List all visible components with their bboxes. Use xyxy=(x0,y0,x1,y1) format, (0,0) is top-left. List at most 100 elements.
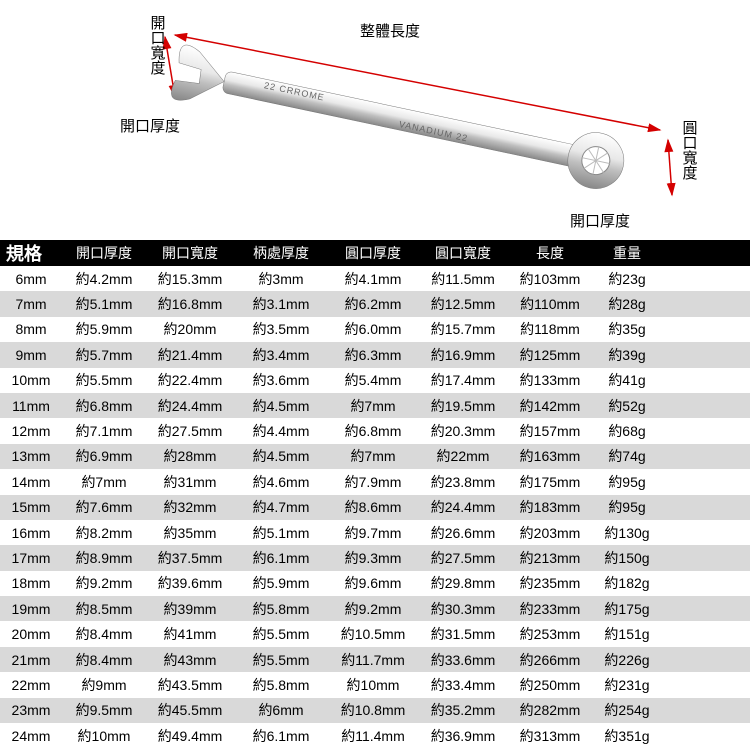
cell-c5: 約19.5mm xyxy=(418,396,508,416)
cell-spec: 17mm xyxy=(0,550,62,566)
cell-c5: 約15.7mm xyxy=(418,319,508,339)
cell-c2: 約21.4mm xyxy=(146,345,234,365)
cell-spec: 6mm xyxy=(0,271,62,287)
cell-c3: 約4.5mm xyxy=(234,396,328,416)
cell-c7: 約254g xyxy=(592,700,662,720)
wrench-diagram: 22 CRROME VANADIUM 22 整體長度 開口寬度 開口厚度 圓口寬… xyxy=(0,0,750,240)
cell-c7: 約150g xyxy=(592,548,662,568)
cell-spec: 22mm xyxy=(0,677,62,693)
cell-c4: 約5.4mm xyxy=(328,370,418,390)
cell-c6: 約183mm xyxy=(508,497,592,517)
cell-c2: 約27.5mm xyxy=(146,421,234,441)
cell-c3: 約4.5mm xyxy=(234,446,328,466)
cell-c5: 約36.9mm xyxy=(418,726,508,746)
table-row: 9mm約5.7mm約21.4mm約3.4mm約6.3mm約16.9mm約125m… xyxy=(0,342,750,367)
cell-spec: 13mm xyxy=(0,448,62,464)
cell-c4: 約6.8mm xyxy=(328,421,418,441)
cell-c7: 約74g xyxy=(592,446,662,466)
cell-c5: 約24.4mm xyxy=(418,497,508,517)
cell-c1: 約4.2mm xyxy=(62,269,146,289)
cell-c2: 約22.4mm xyxy=(146,370,234,390)
cell-c3: 約5.1mm xyxy=(234,523,328,543)
cell-c4: 約10.8mm xyxy=(328,700,418,720)
cell-c2: 約35mm xyxy=(146,523,234,543)
cell-c3: 約5.8mm xyxy=(234,599,328,619)
cell-c7: 約41g xyxy=(592,370,662,390)
cell-c4: 約4.1mm xyxy=(328,269,418,289)
cell-c3: 約5.5mm xyxy=(234,650,328,670)
cell-c1: 約7mm xyxy=(62,472,146,492)
cell-c4: 約9.3mm xyxy=(328,548,418,568)
cell-c1: 約8.5mm xyxy=(62,599,146,619)
cell-c7: 約28g xyxy=(592,294,662,314)
table-row: 20mm約8.4mm約41mm約5.5mm約10.5mm約31.5mm約253m… xyxy=(0,621,750,646)
cell-c5: 約16.9mm xyxy=(418,345,508,365)
cell-c2: 約41mm xyxy=(146,624,234,644)
cell-c6: 約142mm xyxy=(508,396,592,416)
cell-c6: 約163mm xyxy=(508,446,592,466)
cell-spec: 21mm xyxy=(0,652,62,668)
cell-spec: 12mm xyxy=(0,423,62,439)
cell-c7: 約231g xyxy=(592,675,662,695)
cell-c6: 約175mm xyxy=(508,472,592,492)
cell-c6: 約118mm xyxy=(508,319,592,339)
cell-c2: 約20mm xyxy=(146,319,234,339)
cell-c5: 約11.5mm xyxy=(418,269,508,289)
cell-c2: 約24.4mm xyxy=(146,396,234,416)
table-row: 12mm約7.1mm約27.5mm約4.4mm約6.8mm約20.3mm約157… xyxy=(0,418,750,443)
table-row: 10mm約5.5mm約22.4mm約3.6mm約5.4mm約17.4mm約133… xyxy=(0,368,750,393)
label-open-thick-right: 開口厚度 xyxy=(570,210,630,231)
cell-c2: 約32mm xyxy=(146,497,234,517)
cell-c3: 約3.1mm xyxy=(234,294,328,314)
cell-c3: 約4.7mm xyxy=(234,497,328,517)
cell-c6: 約313mm xyxy=(508,726,592,746)
cell-c3: 約5.5mm xyxy=(234,624,328,644)
cell-spec: 23mm xyxy=(0,702,62,718)
cell-spec: 19mm xyxy=(0,601,62,617)
cell-spec: 11mm xyxy=(0,398,62,414)
table-row: 16mm約8.2mm約35mm約5.1mm約9.7mm約26.6mm約203mm… xyxy=(0,520,750,545)
th-length: 長度 xyxy=(508,243,592,263)
cell-c1: 約9mm xyxy=(62,675,146,695)
cell-c5: 約26.6mm xyxy=(418,523,508,543)
table-row: 13mm約6.9mm約28mm約4.5mm約7mm約22mm約163mm約74g xyxy=(0,444,750,469)
cell-c1: 約5.1mm xyxy=(62,294,146,314)
cell-c1: 約5.7mm xyxy=(62,345,146,365)
cell-c7: 約175g xyxy=(592,599,662,619)
cell-c3: 約5.8mm xyxy=(234,675,328,695)
cell-c4: 約7mm xyxy=(328,396,418,416)
cell-c2: 約15.3mm xyxy=(146,269,234,289)
cell-c1: 約7.6mm xyxy=(62,497,146,517)
th-ring-width: 圓口寬度 xyxy=(418,243,508,263)
table-row: 17mm約8.9mm約37.5mm約6.1mm約9.3mm約27.5mm約213… xyxy=(0,545,750,570)
table-row: 21mm約8.4mm約43mm約5.5mm約11.7mm約33.6mm約266m… xyxy=(0,647,750,672)
cell-c7: 約68g xyxy=(592,421,662,441)
cell-c7: 約151g xyxy=(592,624,662,644)
cell-c1: 約5.9mm xyxy=(62,319,146,339)
cell-c6: 約213mm xyxy=(508,548,592,568)
cell-c5: 約33.6mm xyxy=(418,650,508,670)
cell-c6: 約282mm xyxy=(508,700,592,720)
label-open-width-left: 開口寬度 xyxy=(148,15,165,75)
cell-c1: 約8.2mm xyxy=(62,523,146,543)
cell-c2: 約39.6mm xyxy=(146,573,234,593)
cell-c5: 約17.4mm xyxy=(418,370,508,390)
cell-c7: 約39g xyxy=(592,345,662,365)
cell-c6: 約103mm xyxy=(508,269,592,289)
cell-c3: 約3.5mm xyxy=(234,319,328,339)
cell-c4: 約9.7mm xyxy=(328,523,418,543)
cell-c5: 約20.3mm xyxy=(418,421,508,441)
ring-width-arrow xyxy=(668,140,672,195)
cell-c4: 約9.2mm xyxy=(328,599,418,619)
cell-c3: 約6mm xyxy=(234,700,328,720)
table-body: 6mm約4.2mm約15.3mm約3mm約4.1mm約11.5mm約103mm約… xyxy=(0,266,750,750)
cell-c5: 約22mm xyxy=(418,446,508,466)
cell-c2: 約43.5mm xyxy=(146,675,234,695)
cell-c2: 約39mm xyxy=(146,599,234,619)
th-weight: 重量 xyxy=(592,243,662,263)
cell-c6: 約233mm xyxy=(508,599,592,619)
table-row: 18mm約9.2mm約39.6mm約5.9mm約9.6mm約29.8mm約235… xyxy=(0,571,750,596)
cell-c3: 約5.9mm xyxy=(234,573,328,593)
cell-c1: 約9.5mm xyxy=(62,700,146,720)
cell-c2: 約49.4mm xyxy=(146,726,234,746)
